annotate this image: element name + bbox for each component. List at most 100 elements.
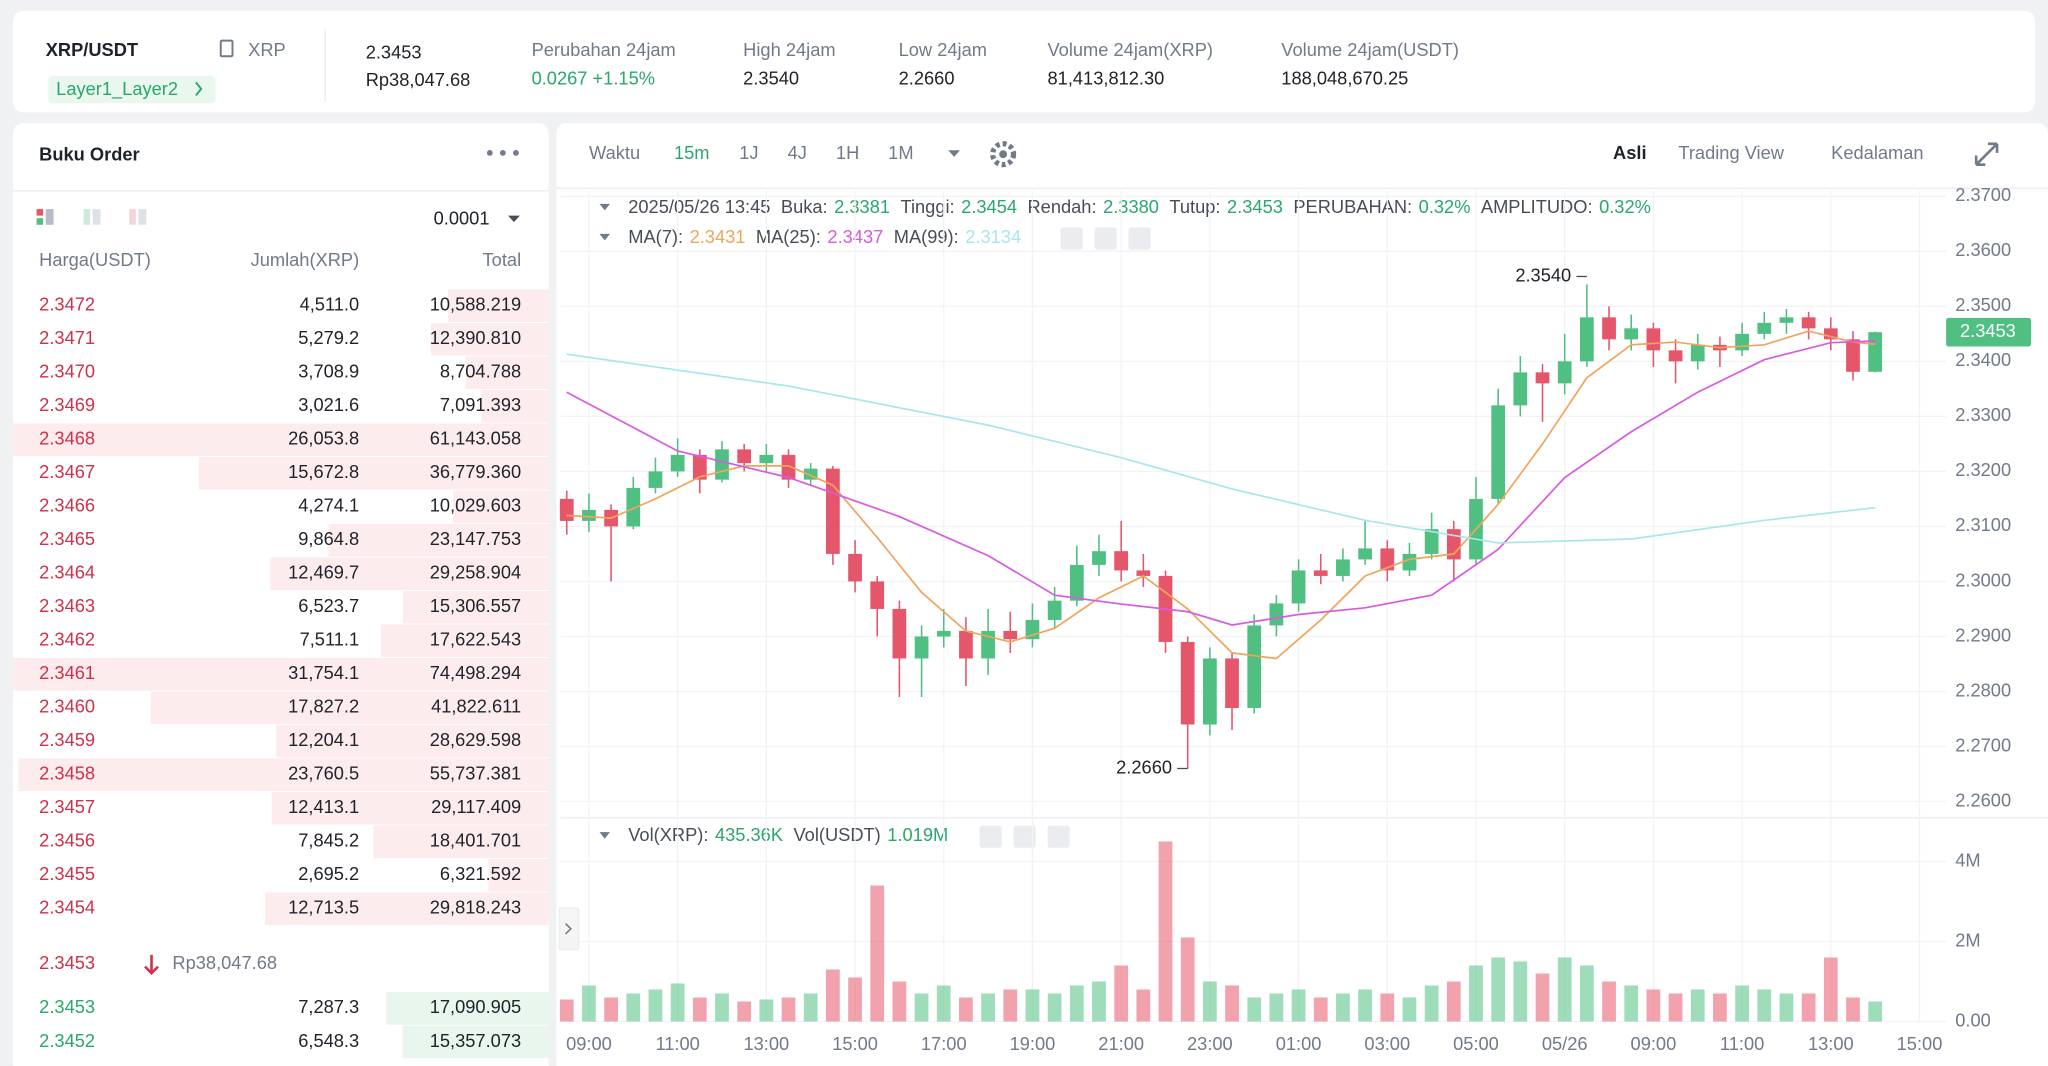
row-amount: 17,827.2 <box>288 696 359 717</box>
row-amount: 12,204.1 <box>288 729 359 750</box>
candle-body <box>715 449 729 480</box>
depth-bar <box>488 858 549 892</box>
row-total: 36,779.360 <box>430 461 521 482</box>
y-tick-label: 2.2700 <box>1955 734 2011 755</box>
stat-label: High 24jam <box>743 39 835 60</box>
candle-body <box>1003 630 1018 640</box>
info-label: PERUBAHAN: <box>1293 196 1412 217</box>
last-price-idr: Rp38,047.68 <box>366 69 471 90</box>
volume-bar <box>1092 981 1106 1022</box>
settings-icon[interactable] <box>990 141 1017 168</box>
collapse-button[interactable] <box>558 907 580 951</box>
view-toggle-both[interactable] <box>36 209 54 225</box>
volume-bar <box>1225 985 1239 1022</box>
candle-body <box>870 581 885 609</box>
depth-bar <box>198 456 549 490</box>
last-price: 2.3453 <box>366 41 422 62</box>
candle-body <box>848 553 862 582</box>
row-total: 74,498.294 <box>430 662 521 683</box>
fullscreen-icon[interactable] <box>1974 142 1999 166</box>
row-amount: 7,511.1 <box>300 629 360 650</box>
row-total: 8,704.788 <box>440 361 521 382</box>
volume-bar <box>892 981 907 1022</box>
candle-body <box>1047 600 1062 620</box>
volume-bar <box>1602 981 1616 1022</box>
volume-bar <box>1713 993 1727 1022</box>
x-tick-label: 05:00 <box>1453 1033 1499 1054</box>
interval-button[interactable]: 15m <box>674 142 710 163</box>
depth-bar <box>270 557 549 591</box>
collapse-chevron <box>564 922 572 935</box>
order-book-last-price-idr: Rp38,047.68 <box>172 952 277 973</box>
volume-bar <box>1003 989 1018 1022</box>
row-amount: 7,845.2 <box>298 830 359 851</box>
view-button[interactable]: Kedalaman <box>1831 142 1923 163</box>
ma-tools[interactable] <box>1060 227 1151 250</box>
row-price: 2.3459 <box>39 729 95 750</box>
vol-tools[interactable] <box>979 825 1070 848</box>
row-price: 2.3466 <box>39 495 95 516</box>
view-button[interactable]: Asli <box>1613 142 1647 163</box>
ma-caret[interactable] <box>599 233 610 241</box>
interval-button[interactable]: 1H <box>836 142 859 163</box>
x-tick-label: 21:00 <box>1098 1033 1144 1054</box>
volume-bar <box>959 997 973 1022</box>
volume-bar <box>1202 981 1217 1022</box>
toolbar-label: Waktu <box>589 142 640 163</box>
candle-body <box>1624 328 1639 340</box>
more-menu[interactable] <box>486 150 519 156</box>
candle-body <box>1579 317 1594 362</box>
candle-body <box>1247 625 1262 708</box>
candle-body <box>1823 328 1838 340</box>
candle-body <box>1313 570 1328 576</box>
candle-body <box>936 630 951 637</box>
row-total: 61,143.058 <box>430 428 521 449</box>
interval-button[interactable]: 1M <box>888 142 913 163</box>
depth-bar <box>18 758 549 792</box>
view-toggle-bids[interactable] <box>83 209 101 225</box>
interval-button[interactable]: 1J <box>739 142 758 163</box>
interval-caret[interactable] <box>948 150 960 157</box>
row-total: 18,401.701 <box>430 830 521 851</box>
ma-name: MA(7): <box>628 226 683 247</box>
volume-bar <box>1579 965 1594 1022</box>
info-caret[interactable] <box>599 203 610 211</box>
view-button[interactable]: Trading View <box>1678 142 1784 163</box>
row-amount: 26,053.8 <box>288 428 359 449</box>
x-tick-label: 11:00 <box>1720 1033 1764 1054</box>
view-toggle-asks[interactable] <box>129 209 147 225</box>
y-tick-label: 2.3300 <box>1955 404 2011 425</box>
row-total: 10,029.603 <box>430 495 521 516</box>
candle-body <box>1380 548 1395 571</box>
volume-bar <box>670 983 685 1022</box>
info-label: Rendah: <box>1027 196 1096 217</box>
y-tick-label: 2.3500 <box>1955 294 2011 315</box>
volume-bar <box>1380 993 1395 1022</box>
interval-button[interactable]: 4J <box>788 142 807 163</box>
candle-info: 2025/05/26 13:45 Buka: 2.3381 Tinggi: 2.3454… <box>628 196 1651 217</box>
order-book-title: Buku Order <box>39 143 139 164</box>
depth-bar <box>380 624 549 658</box>
x-tick-label: 15:00 <box>1897 1033 1943 1054</box>
tag-background[interactable] <box>48 75 216 104</box>
precision-caret[interactable] <box>508 215 520 223</box>
extreme-label: 2.3540 <box>1515 264 1571 285</box>
vol-caret[interactable] <box>599 832 610 839</box>
volume-bar <box>1668 993 1683 1022</box>
volume-bar <box>870 885 885 1022</box>
row-total: 23,147.753 <box>430 528 521 549</box>
volume-bar <box>936 985 951 1022</box>
row-amount: 4,274.1 <box>298 495 359 516</box>
volume-bar <box>1757 989 1772 1022</box>
depth-bar <box>453 490 549 524</box>
x-tick-label: 15:00 <box>832 1033 878 1054</box>
candle-body <box>1114 551 1129 571</box>
volume-bar <box>1735 985 1749 1022</box>
candle-body <box>803 468 818 480</box>
volume-bar <box>1846 997 1860 1022</box>
info-value: 2.3380 <box>1103 196 1159 217</box>
info-icon[interactable] <box>219 39 234 58</box>
candle-body <box>1269 603 1284 626</box>
depth-bar <box>264 892 549 926</box>
